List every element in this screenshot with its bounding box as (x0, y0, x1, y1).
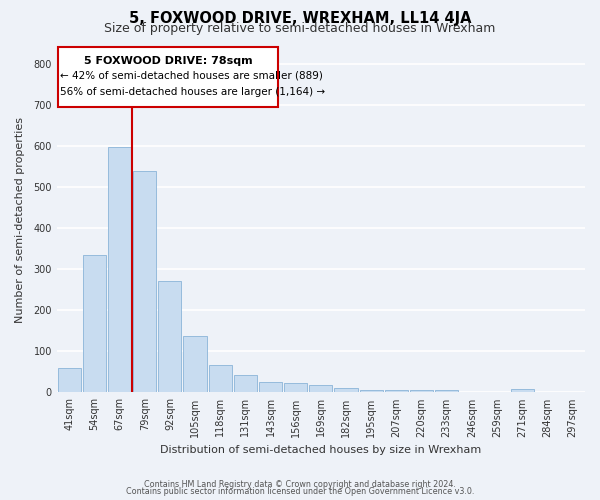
Text: 5 FOXWOOD DRIVE: 78sqm: 5 FOXWOOD DRIVE: 78sqm (84, 56, 253, 66)
Text: Size of property relative to semi-detached houses in Wrexham: Size of property relative to semi-detach… (104, 22, 496, 35)
Bar (334, 388, 358, 392)
Bar (108, 148, 131, 392)
Bar (259, 382, 282, 392)
Text: ← 42% of semi-detached houses are smaller (889): ← 42% of semi-detached houses are smalle… (61, 70, 323, 80)
Bar (158, 280, 181, 392)
FancyBboxPatch shape (58, 48, 278, 107)
X-axis label: Distribution of semi-detached houses by size in Wrexham: Distribution of semi-detached houses by … (160, 445, 481, 455)
Text: 5, FOXWOOD DRIVE, WREXHAM, LL14 4JA: 5, FOXWOOD DRIVE, WREXHAM, LL14 4JA (129, 11, 471, 26)
Bar (58, 368, 81, 392)
Text: Contains HM Land Registry data © Crown copyright and database right 2024.: Contains HM Land Registry data © Crown c… (144, 480, 456, 489)
Bar (209, 365, 232, 392)
Bar (83, 255, 106, 392)
Bar (284, 384, 307, 392)
Bar (359, 390, 383, 392)
Text: 56% of semi-detached houses are larger (1,164) →: 56% of semi-detached houses are larger (… (61, 86, 326, 97)
Bar (184, 336, 206, 392)
Bar (309, 386, 332, 392)
Bar (435, 390, 458, 392)
Y-axis label: Number of semi-detached properties: Number of semi-detached properties (15, 117, 25, 323)
Bar (234, 375, 257, 392)
Bar (511, 389, 533, 392)
Bar (385, 390, 408, 392)
Bar (410, 390, 433, 392)
Bar (133, 170, 157, 392)
Text: Contains public sector information licensed under the Open Government Licence v3: Contains public sector information licen… (126, 487, 474, 496)
